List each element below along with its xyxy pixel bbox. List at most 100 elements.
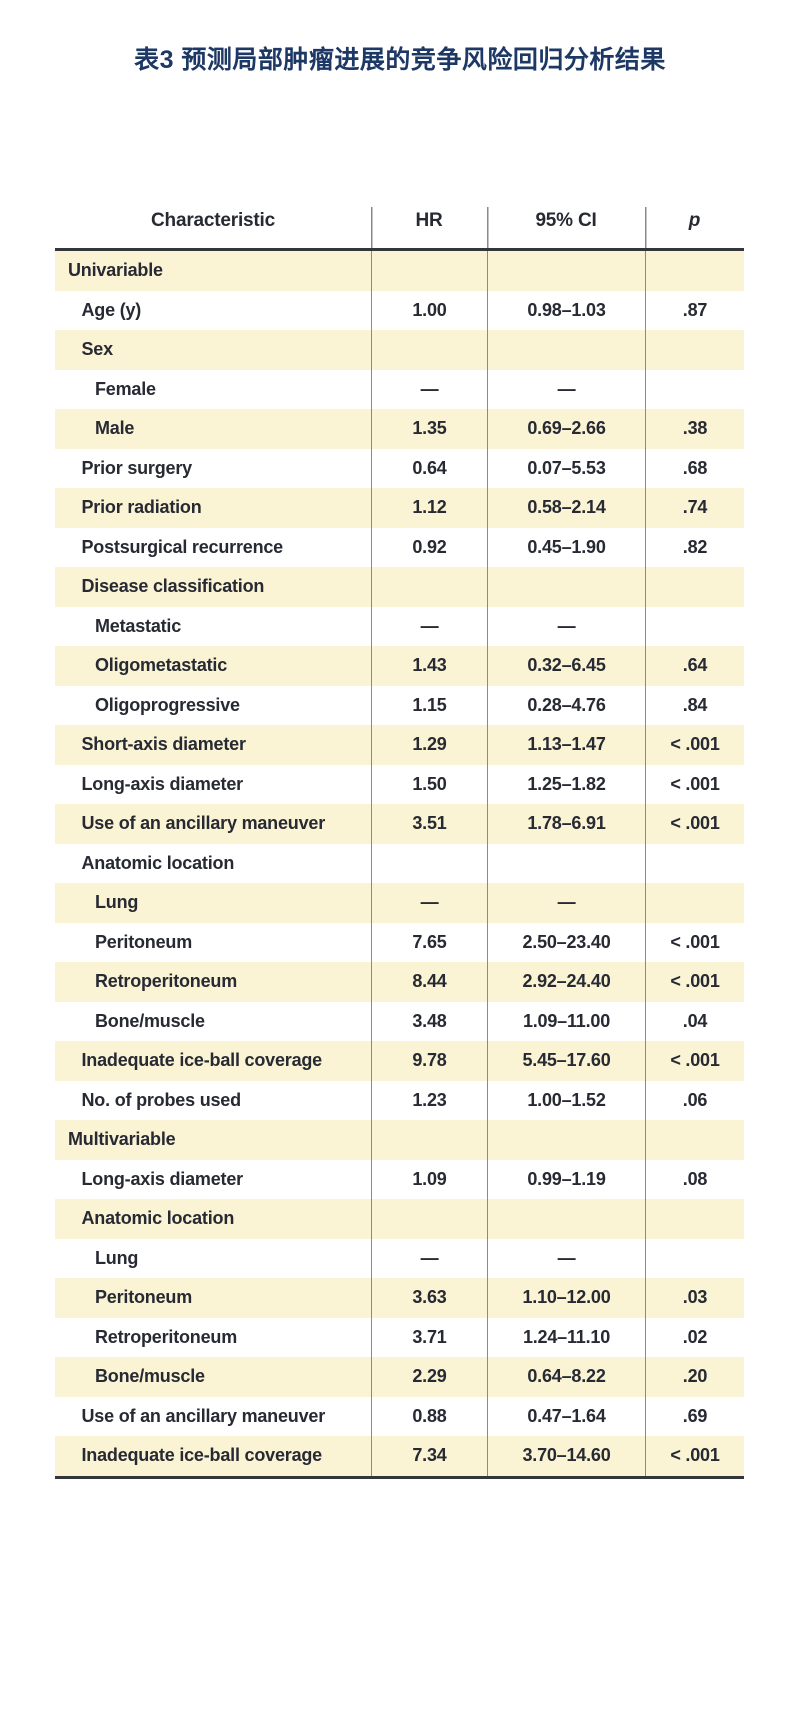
cell-characteristic: Inadequate ice-ball coverage (81, 1445, 323, 1466)
cell-p: .02 (645, 1317, 744, 1357)
table-row: Bone/muscle 2.29 0.64–8.22 .20 (55, 1357, 744, 1397)
cell-hr: 1.23 (371, 1080, 487, 1120)
cell-characteristic: Anatomic location (81, 852, 235, 873)
cell-hr: 9.78 (371, 1041, 487, 1081)
cell-p (645, 1238, 744, 1278)
cell-ci: 0.47–1.64 (487, 1396, 645, 1436)
table-row: Use of an ancillary maneuver 3.51 1.78–6… (55, 804, 744, 844)
cell-characteristic: Lung (95, 1247, 139, 1268)
cell-p: .84 (645, 685, 744, 725)
cell-p: .20 (645, 1357, 744, 1397)
cell-characteristic: Inadequate ice-ball coverage (81, 1050, 323, 1071)
table-row: Metastatic — — (55, 606, 744, 646)
table-row: Female — — (55, 369, 744, 409)
cell-p: .08 (645, 1159, 744, 1199)
cell-p: .38 (645, 409, 744, 449)
results-table: Characteristic HR 95% CI p Univariable A… (55, 194, 744, 1479)
cell-hr: 0.88 (371, 1396, 487, 1436)
column-header-hr: HR (371, 194, 487, 248)
cell-ci: 0.99–1.19 (487, 1159, 645, 1199)
table-body: Univariable Age (y) 1.00 0.98–1.03 .87 S… (55, 251, 744, 1479)
cell-hr: 1.00 (371, 290, 487, 330)
cell-p: < .001 (645, 725, 744, 765)
table-caption: 表3 预测局部肿瘤进展的竞争风险回归分析结果 (134, 46, 666, 74)
cell-characteristic: Age (y) (81, 299, 142, 320)
cell-characteristic: Univariable (68, 260, 163, 281)
table-row: Oligoprogressive 1.15 0.28–4.76 .84 (55, 685, 744, 725)
cell-ci: 1.13–1.47 (487, 725, 645, 765)
cell-ci: 0.07–5.53 (487, 448, 645, 488)
cell-ci: 1.25–1.82 (487, 764, 645, 804)
cell-ci (487, 251, 645, 291)
cell-hr: 1.50 (371, 764, 487, 804)
cell-ci: — (487, 883, 645, 923)
cell-ci: 0.28–4.76 (487, 685, 645, 725)
cell-ci (487, 567, 645, 607)
cell-hr: 2.29 (371, 1357, 487, 1397)
cell-characteristic: Peritoneum (95, 931, 193, 952)
cell-p: < .001 (645, 962, 744, 1002)
cell-characteristic: Metastatic (95, 615, 182, 636)
table-row: Inadequate ice-ball coverage 7.34 3.70–1… (55, 1436, 744, 1476)
cell-characteristic: Disease classification (81, 576, 265, 597)
cell-hr: 1.12 (371, 488, 487, 528)
cell-p: .69 (645, 1396, 744, 1436)
cell-hr: 1.43 (371, 646, 487, 686)
cell-characteristic: Lung (95, 892, 139, 913)
table-row: Age (y) 1.00 0.98–1.03 .87 (55, 290, 744, 330)
table-row: Multivariable (55, 1120, 744, 1160)
table-row: Prior radiation 1.12 0.58–2.14 .74 (55, 488, 744, 528)
cell-hr: 1.15 (371, 685, 487, 725)
cell-characteristic: Retroperitoneum (95, 971, 238, 992)
cell-hr: 3.48 (371, 1001, 487, 1041)
cell-p (645, 606, 744, 646)
cell-p: .68 (645, 448, 744, 488)
table-row: Sex (55, 330, 744, 370)
cell-ci: 3.70–14.60 (487, 1436, 645, 1476)
column-header-p: p (645, 194, 744, 248)
cell-hr: 3.71 (371, 1317, 487, 1357)
table-row: Retroperitoneum 8.44 2.92–24.40 < .001 (55, 962, 744, 1002)
table-row: Male 1.35 0.69–2.66 .38 (55, 409, 744, 449)
cell-p: .87 (645, 290, 744, 330)
cell-ci: 0.58–2.14 (487, 488, 645, 528)
cell-ci (487, 1120, 645, 1160)
cell-p: < .001 (645, 922, 744, 962)
cell-ci (487, 1199, 645, 1239)
cell-hr: 8.44 (371, 962, 487, 1002)
cell-p: < .001 (645, 764, 744, 804)
cell-hr: 1.09 (371, 1159, 487, 1199)
column-header-ci: 95% CI (487, 194, 645, 248)
table-row: Prior surgery 0.64 0.07–5.53 .68 (55, 448, 744, 488)
cell-ci: — (487, 606, 645, 646)
table-row: Long-axis diameter 1.50 1.25–1.82 < .001 (55, 764, 744, 804)
cell-characteristic: Female (95, 378, 156, 399)
cell-p (645, 1120, 744, 1160)
cell-characteristic: Anatomic location (81, 1208, 235, 1229)
table-row: Use of an ancillary maneuver 0.88 0.47–1… (55, 1396, 744, 1436)
cell-hr: 7.34 (371, 1436, 487, 1476)
table-row: Peritoneum 7.65 2.50–23.40 < .001 (55, 922, 744, 962)
table-row: Anatomic location (55, 1199, 744, 1239)
cell-ci (487, 330, 645, 370)
cell-hr (371, 251, 487, 291)
cell-characteristic: Prior surgery (81, 457, 193, 478)
cell-p (645, 251, 744, 291)
table-row: Bone/muscle 3.48 1.09–11.00 .04 (55, 1001, 744, 1041)
cell-ci: 1.09–11.00 (487, 1001, 645, 1041)
cell-ci (487, 843, 645, 883)
cell-characteristic: Short-axis diameter (81, 734, 246, 755)
cell-ci: — (487, 369, 645, 409)
cell-characteristic: Peritoneum (95, 1287, 193, 1308)
cell-ci: 0.64–8.22 (487, 1357, 645, 1397)
cell-characteristic: No. of probes used (81, 1089, 242, 1110)
cell-ci: 0.45–1.90 (487, 527, 645, 567)
table-row: Univariable (55, 251, 744, 291)
cell-characteristic: Postsurgical recurrence (81, 536, 284, 557)
cell-ci: 2.92–24.40 (487, 962, 645, 1002)
cell-ci: 1.10–12.00 (487, 1278, 645, 1318)
cell-hr: — (371, 1238, 487, 1278)
cell-p (645, 843, 744, 883)
cell-p: .04 (645, 1001, 744, 1041)
table-row: Inadequate ice-ball coverage 9.78 5.45–1… (55, 1041, 744, 1081)
